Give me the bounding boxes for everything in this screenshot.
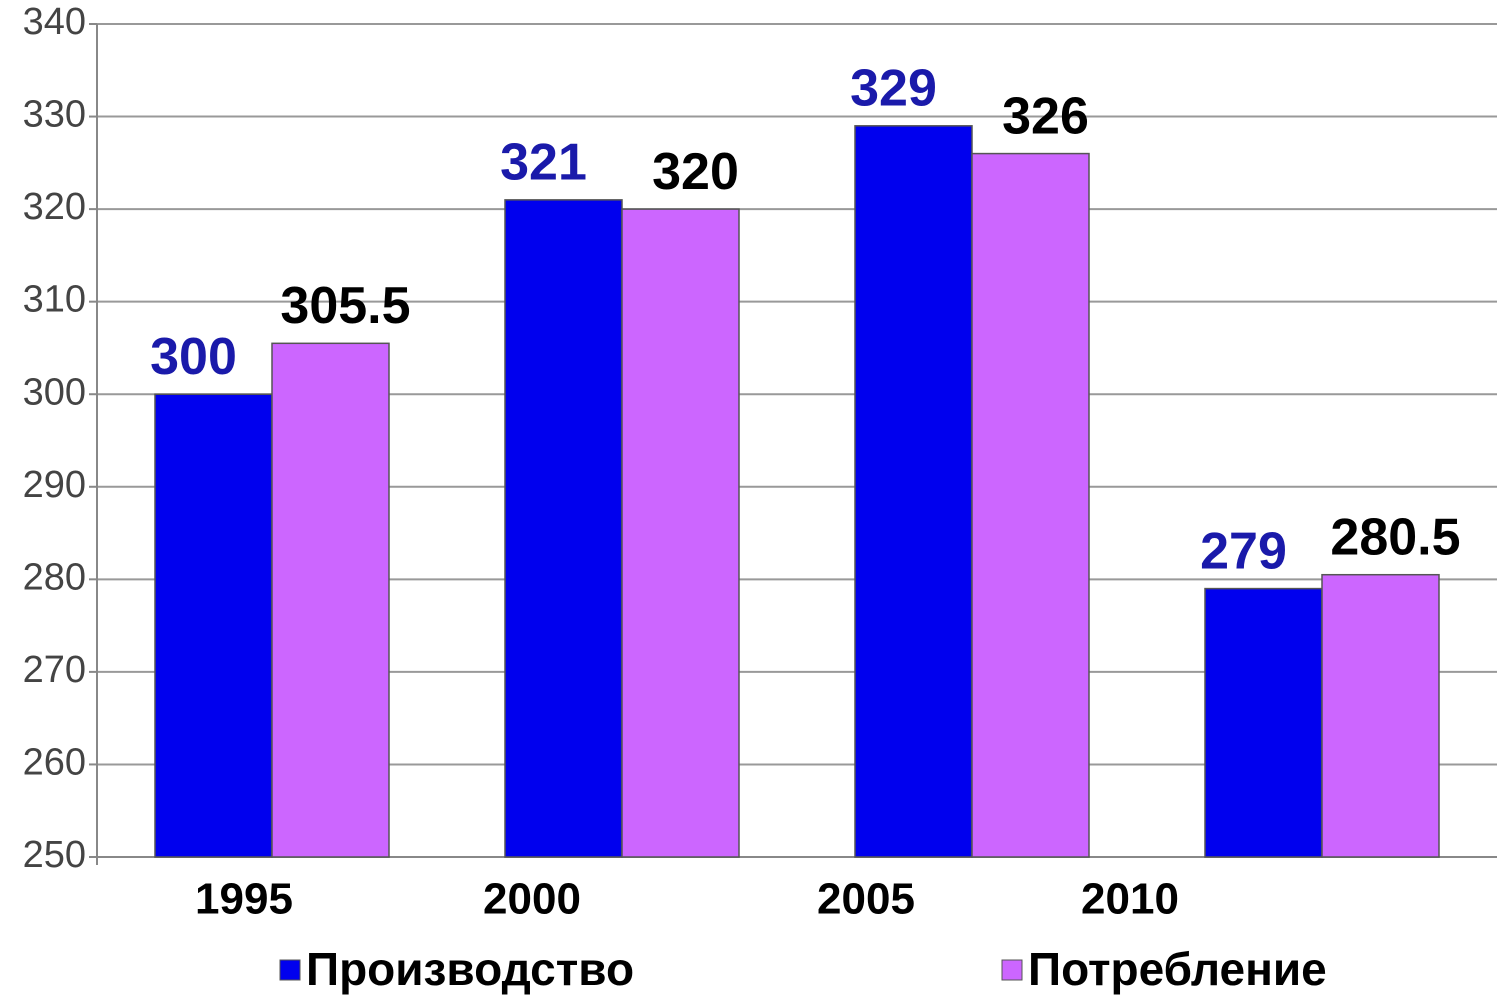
bar	[271, 342, 390, 858]
y-tick-label: 330	[23, 94, 86, 136]
bar	[504, 199, 623, 858]
y-tick-label: 340	[23, 1, 86, 43]
bar	[854, 125, 973, 858]
bar	[971, 152, 1090, 858]
x-tick-label: 1995	[195, 875, 293, 924]
legend-swatch	[279, 959, 301, 981]
legend-swatch	[1001, 959, 1023, 981]
value-label: 305.5	[280, 277, 410, 335]
value-label: 279	[1200, 522, 1287, 580]
x-tick-label: 2010	[1081, 875, 1179, 924]
bar	[154, 393, 273, 858]
legend-label: Производство	[306, 943, 634, 995]
value-label: 329	[850, 60, 937, 118]
value-label: 321	[500, 134, 587, 192]
legend-label: Потребление	[1028, 943, 1327, 995]
y-tick-label: 280	[23, 556, 86, 598]
y-tick-label: 250	[23, 834, 86, 876]
value-label: 320	[652, 143, 739, 201]
y-tick-label: 290	[23, 464, 86, 506]
bar	[621, 208, 740, 858]
y-tick-label: 270	[23, 649, 86, 691]
y-tick-label: 260	[23, 741, 86, 783]
x-tick-label: 2005	[817, 875, 915, 924]
value-label: 326	[1002, 87, 1089, 145]
y-tick-label: 300	[23, 371, 86, 413]
bar	[1204, 587, 1323, 858]
value-label: 300	[150, 328, 237, 386]
value-label: 280.5	[1330, 508, 1460, 566]
y-tick-label: 320	[23, 186, 86, 228]
bar	[1321, 573, 1440, 858]
x-tick-label: 2000	[483, 875, 581, 924]
y-tick-label: 310	[23, 279, 86, 321]
